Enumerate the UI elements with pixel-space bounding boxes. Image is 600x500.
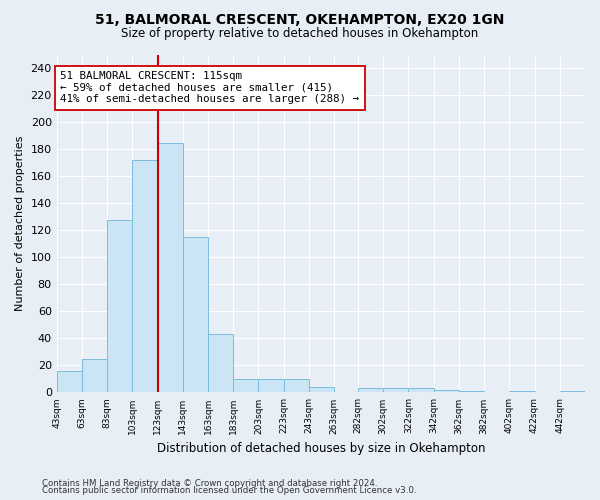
Bar xyxy=(560,391,585,392)
Bar xyxy=(309,387,334,392)
Y-axis label: Number of detached properties: Number of detached properties xyxy=(15,136,25,312)
Bar xyxy=(358,388,383,392)
Bar xyxy=(509,391,535,392)
Bar xyxy=(434,390,459,392)
Text: Contains public sector information licensed under the Open Government Licence v3: Contains public sector information licen… xyxy=(42,486,416,495)
Text: 51 BALMORAL CRESCENT: 115sqm
← 59% of detached houses are smaller (415)
41% of s: 51 BALMORAL CRESCENT: 115sqm ← 59% of de… xyxy=(61,71,359,104)
Text: Size of property relative to detached houses in Okehampton: Size of property relative to detached ho… xyxy=(121,28,479,40)
Bar xyxy=(259,379,284,392)
Bar xyxy=(208,334,233,392)
Bar xyxy=(383,388,409,392)
Bar xyxy=(183,237,208,392)
Text: 51, BALMORAL CRESCENT, OKEHAMPTON, EX20 1GN: 51, BALMORAL CRESCENT, OKEHAMPTON, EX20 … xyxy=(95,12,505,26)
Text: Contains HM Land Registry data © Crown copyright and database right 2024.: Contains HM Land Registry data © Crown c… xyxy=(42,478,377,488)
Bar xyxy=(82,358,107,392)
Bar xyxy=(233,379,259,392)
X-axis label: Distribution of detached houses by size in Okehampton: Distribution of detached houses by size … xyxy=(157,442,485,455)
Bar xyxy=(107,220,133,392)
Bar xyxy=(459,391,484,392)
Bar xyxy=(284,379,309,392)
Bar xyxy=(158,142,183,392)
Bar xyxy=(409,388,434,392)
Bar xyxy=(133,160,158,392)
Bar xyxy=(56,371,82,392)
